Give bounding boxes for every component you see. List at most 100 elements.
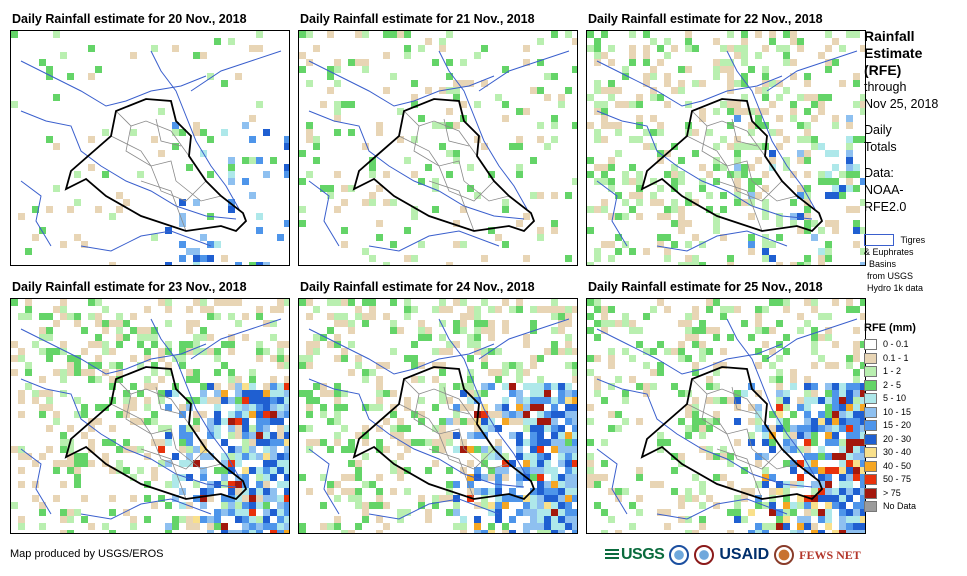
rainfall-field (11, 31, 289, 265)
province-boundary (686, 403, 728, 435)
rfe-class-row: > 75 (864, 487, 964, 501)
province-boundary (110, 403, 152, 435)
logo-strip: USGS USAID FEWS NET (605, 541, 861, 569)
rainfall-map (10, 298, 290, 534)
province-boundary (751, 448, 798, 470)
rainfall-field (299, 31, 577, 265)
river-line (656, 498, 788, 520)
province-boundary (731, 118, 758, 147)
river-line (20, 180, 52, 247)
rainfall-panel-4: Daily Rainfall estimate for 23 Nov., 201… (10, 278, 302, 534)
river-line (478, 50, 570, 92)
rfe-label: 30 - 40 (883, 447, 912, 457)
river-line (150, 318, 240, 478)
province-boundary (398, 403, 440, 435)
river-line (596, 448, 628, 515)
province-boundary (150, 433, 207, 470)
rainfall-map (298, 298, 578, 534)
province-boundary (175, 448, 222, 470)
province-boundary (443, 118, 470, 147)
basin-legend: Tigres & Euphrates Basins from USGS Hydr… (864, 234, 964, 294)
rfe-swatch (864, 460, 877, 472)
panel-title: Daily Rainfall estimate for 25 Nov., 201… (588, 280, 823, 294)
rainfall-map (586, 298, 866, 534)
river-line (596, 378, 813, 488)
province-boundary (716, 180, 763, 232)
basin-desc-2: Basins (869, 259, 897, 269)
legend-title-3: (RFE) (864, 62, 902, 78)
legend-date: Nov 25, 2018 (864, 97, 939, 111)
usaid-seal-icon (694, 545, 715, 565)
legend-data-source-1: NOAA- (864, 183, 904, 197)
river-line (596, 110, 813, 220)
province-boundary (115, 378, 190, 425)
country-border (64, 98, 248, 233)
river-line (478, 318, 570, 360)
rfe-swatch (864, 474, 877, 486)
rfe-class-row: No Data (864, 500, 964, 514)
river-line (308, 328, 495, 375)
rfe-swatch (864, 379, 877, 391)
rfe-class-row: 10 - 15 (864, 406, 964, 420)
country-border (640, 366, 824, 501)
province-boundary (691, 110, 766, 157)
province-boundary (463, 448, 510, 470)
rfe-class-row: 5 - 10 (864, 392, 964, 406)
river-line (20, 378, 237, 488)
rfe-class-row: 50 - 75 (864, 473, 964, 487)
river-line (766, 50, 858, 92)
rfe-label: 1 - 2 (883, 366, 902, 376)
rainfall-panel-6: Daily Rainfall estimate for 25 Nov., 201… (586, 278, 878, 534)
rfe-label: 15 - 20 (883, 420, 912, 430)
rfe-swatch (864, 487, 877, 499)
rainfall-field (587, 299, 865, 533)
rfe-legend: RFE (mm) 0 - 0.1 0.1 - 1 1 - 2 2 - 5 5 - 10 1… (864, 322, 964, 514)
province-boundary (403, 378, 478, 425)
legend-data-source-2: RFE2.0 (864, 200, 907, 214)
river-line (150, 50, 240, 210)
river-line (656, 230, 788, 252)
noaa-logo (669, 545, 690, 565)
legend-totals: Totals (864, 140, 897, 154)
province-boundary (726, 165, 783, 202)
map-credit: Map produced by USGS/EROS (10, 548, 164, 560)
rfe-class-row: 40 - 50 (864, 460, 964, 474)
province-boundary (110, 135, 152, 167)
province-boundary (438, 433, 495, 470)
rfe-class-row: 0 - 0.1 (864, 338, 964, 352)
legend-title-2: Estimate (864, 45, 923, 61)
basin-label: Tigres (900, 235, 926, 245)
rfe-class-row: 15 - 20 (864, 419, 964, 433)
panel-title: Daily Rainfall estimate for 22 Nov., 201… (588, 12, 823, 26)
rfe-label: 20 - 30 (883, 433, 912, 444)
basin-swatch (864, 234, 894, 246)
rainfall-map (586, 30, 866, 266)
rfe-swatch (864, 406, 877, 418)
fews-net-icon (774, 545, 795, 565)
rfe-legend-title: RFE (mm) (864, 322, 916, 334)
rfe-label: 40 - 50 (883, 460, 912, 471)
rainfall-map (10, 30, 290, 266)
rfe-label: 5 - 10 (883, 393, 907, 403)
panel-title: Daily Rainfall estimate for 20 Nov., 201… (12, 12, 247, 26)
rainfall-map (298, 30, 578, 266)
country-border (352, 366, 536, 501)
rainfall-panel-1: Daily Rainfall estimate for 20 Nov., 201… (10, 10, 302, 266)
rfe-swatch (864, 420, 877, 432)
province-boundary (175, 180, 222, 202)
river-line (20, 60, 207, 107)
river-line (308, 60, 495, 107)
river-line (596, 328, 783, 375)
river-line (726, 50, 816, 210)
province-boundary (726, 433, 783, 470)
legend-data-label: Data: (864, 166, 894, 180)
river-line (726, 318, 816, 478)
river-line (438, 318, 528, 478)
province-boundary (155, 118, 182, 147)
river-line (20, 448, 52, 515)
province-boundary (686, 135, 728, 167)
rfe-class-row: 30 - 40 (864, 446, 964, 460)
rainfall-panel-5: Daily Rainfall estimate for 24 Nov., 201… (298, 278, 590, 534)
river-line (596, 180, 628, 247)
river-line (80, 498, 212, 520)
